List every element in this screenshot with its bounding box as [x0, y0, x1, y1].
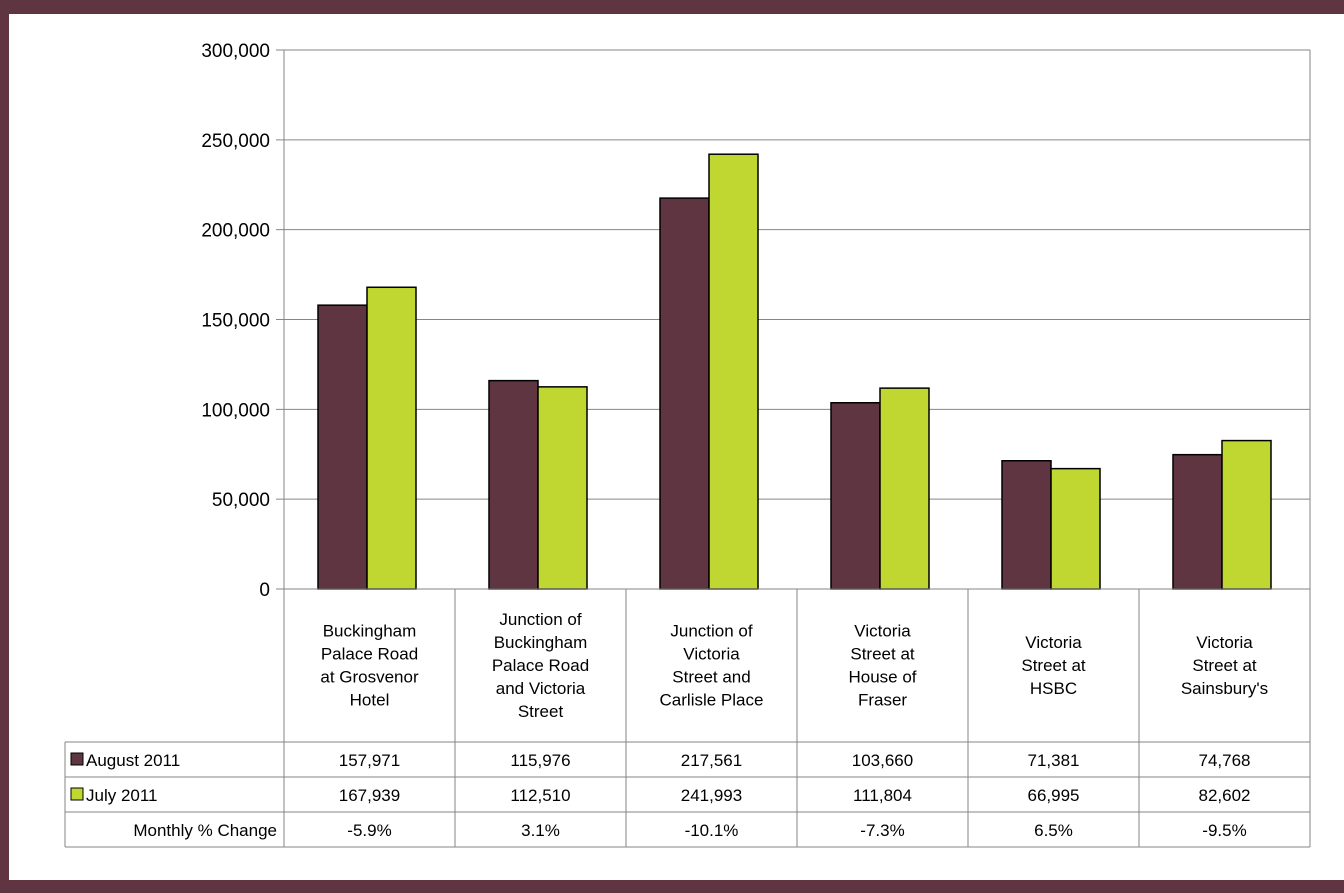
- monthly-change-value: -5.9%: [347, 821, 391, 840]
- category-label: Victoria: [854, 622, 911, 641]
- category-label: Hotel: [350, 691, 390, 710]
- data-label: 157,971: [339, 751, 400, 770]
- monthly-change-value: 3.1%: [521, 821, 560, 840]
- legend-label: July 2011: [86, 786, 158, 805]
- data-label: 217,561: [681, 751, 742, 770]
- bar-july-1: [537, 386, 588, 590]
- category-label: Junction of: [670, 622, 752, 641]
- bar-august-0: [317, 304, 368, 590]
- monthly-change-value: 6.5%: [1034, 821, 1073, 840]
- monthly-change-value: -7.3%: [860, 821, 904, 840]
- bar-july-2: [708, 153, 759, 590]
- category-label: HSBC: [1030, 679, 1077, 698]
- category-label: Fraser: [858, 691, 907, 710]
- y-tick-label: 0: [259, 580, 270, 601]
- bar-august-3: [830, 402, 881, 590]
- category-label: Victoria: [683, 645, 740, 664]
- monthly-change-value: -10.1%: [685, 821, 739, 840]
- y-tick-label: 100,000: [201, 400, 270, 421]
- legend-key-august: [70, 752, 84, 766]
- data-label: 115,976: [510, 751, 570, 770]
- monthly-change-value: -9.5%: [1202, 821, 1246, 840]
- bar-august-1: [488, 379, 539, 590]
- y-tick-label: 200,000: [201, 221, 270, 242]
- legend-label: August 2011: [86, 751, 180, 770]
- category-label: Sainsbury's: [1181, 679, 1268, 698]
- y-tick-label: 250,000: [201, 131, 270, 152]
- data-label: 66,995: [1028, 786, 1080, 805]
- y-tick-label: 50,000: [212, 490, 270, 511]
- bar-august-2: [659, 197, 710, 590]
- category-label: Street at: [1021, 656, 1086, 675]
- legend-key-july: [70, 787, 84, 801]
- category-label: and Victoria: [496, 679, 586, 698]
- category-label: Palace Road: [492, 656, 589, 675]
- monthly-change-label: Monthly % Change: [133, 821, 277, 840]
- category-label: Buckingham: [323, 622, 417, 641]
- category-label: at Grosvenor: [320, 668, 419, 687]
- category-label: Victoria: [1025, 633, 1082, 652]
- bar-august-4: [1001, 460, 1052, 590]
- category-label: Junction of: [499, 610, 581, 629]
- bar-july-0: [366, 286, 417, 590]
- data-label: 82,602: [1199, 786, 1251, 805]
- bar-august-5: [1172, 453, 1223, 590]
- category-label: Street at: [1192, 656, 1257, 675]
- category-label: Victoria: [1196, 633, 1253, 652]
- data-label: 241,993: [681, 786, 742, 805]
- y-tick-label: 150,000: [201, 311, 270, 332]
- bar-july-5: [1221, 439, 1272, 590]
- data-label: 103,660: [852, 751, 913, 770]
- category-label: Street: [518, 702, 564, 721]
- bar-chart-with-data-table: 0 50,000 100,000 150,000 200,000 250,000 300,0…: [64, 41, 1311, 848]
- bar-july-3: [879, 387, 930, 590]
- data-label: 112,510: [510, 786, 570, 805]
- category-label: Palace Road: [321, 645, 418, 664]
- category-label: Carlisle Place: [660, 691, 764, 710]
- category-label: Buckingham: [494, 633, 588, 652]
- category-label: House of: [848, 668, 916, 687]
- chart-panel: 0 50,000 100,000 150,000 200,000 250,000 300,0…: [9, 14, 1344, 880]
- data-label: 71,381: [1028, 751, 1080, 770]
- category-label: Street and: [672, 668, 750, 687]
- data-label: 167,939: [339, 786, 400, 805]
- bar-july-4: [1050, 467, 1101, 590]
- y-tick-label: 300,000: [201, 41, 270, 62]
- data-label: 111,804: [853, 786, 912, 805]
- data-label: 74,768: [1199, 751, 1251, 770]
- category-label: Street at: [850, 645, 915, 664]
